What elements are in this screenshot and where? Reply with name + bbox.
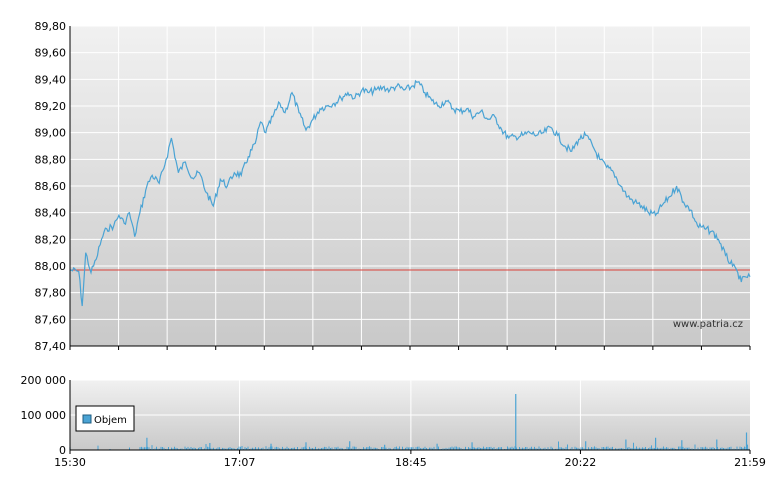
volume-panel: 200 000 100 000 015:30 17:07 18:45 20:22 21:59 <box>21 374 766 469</box>
price-y-tick-label: 89,60 <box>35 47 67 60</box>
price-y-tick-label: 88,60 <box>35 180 67 193</box>
price-y-tick-label: 89,00 <box>35 127 67 140</box>
price-y-tick-label: 88,80 <box>35 153 67 166</box>
price-y-tick-label: 88,20 <box>35 233 67 246</box>
price-y-tick-label: 89,40 <box>35 73 67 86</box>
price-y-tick-label: 87,80 <box>35 287 67 300</box>
watermark-text: www.patria.cz <box>673 319 743 330</box>
volume-y-tick-label: 0 <box>59 444 66 457</box>
x-tick-label: 21:59 <box>734 456 766 469</box>
x-tick-label: 17:07 <box>224 456 256 469</box>
price-y-tick-label: 88,00 <box>35 260 67 273</box>
price-y-tick-label: 87,60 <box>35 313 67 326</box>
volume-y-tick-label: 100 000 <box>21 409 67 422</box>
x-tick-label: 18:45 <box>395 456 427 469</box>
volume-y-tick-label: 200 000 <box>21 374 67 387</box>
price-panel: 89,80 89,60 89,40 89,20 89,00 88,80 88,60 88,40… <box>35 20 751 353</box>
legend-label-objem: Objem <box>94 415 127 426</box>
price-y-tick-label: 89,20 <box>35 100 67 113</box>
x-tick-label: 15:30 <box>54 456 86 469</box>
legend-swatch-objem <box>82 414 92 424</box>
price-series-line <box>69 79 751 307</box>
price-y-tick-label: 87,40 <box>35 340 67 353</box>
price-y-tick-label: 89,80 <box>35 20 67 33</box>
x-tick-label: 20:22 <box>565 456 597 469</box>
price-y-tick-label: 88,40 <box>35 207 67 220</box>
volume-legend: Objem <box>75 405 135 432</box>
